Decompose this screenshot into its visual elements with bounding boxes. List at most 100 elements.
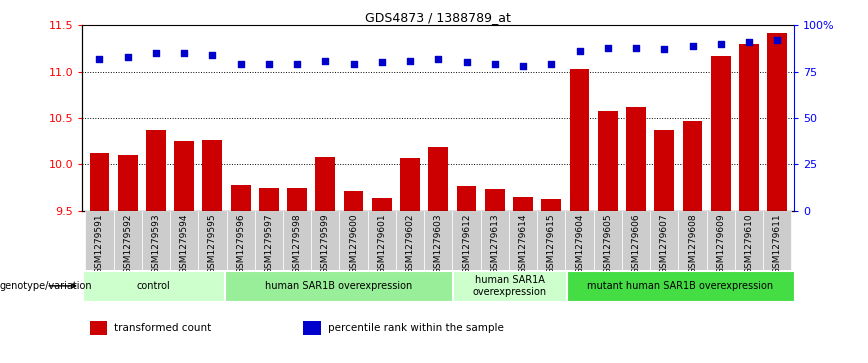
Point [516,63,530,69]
Point [149,50,163,56]
Point [346,61,360,67]
Point [573,48,587,54]
Text: GSM1279607: GSM1279607 [660,213,669,274]
Bar [400,158,420,211]
Bar [453,271,566,301]
Point [290,61,304,67]
Text: GSM1279606: GSM1279606 [632,213,641,274]
Bar [202,140,222,211]
Point [375,60,389,65]
Bar [537,211,565,270]
Point [319,58,332,64]
Bar [457,187,477,211]
Bar [509,211,537,270]
Bar [83,271,224,301]
Text: GSM1279609: GSM1279609 [716,213,726,274]
Bar [481,211,509,270]
Text: GSM1279593: GSM1279593 [151,213,161,274]
Bar [485,189,504,211]
Bar [89,321,108,335]
Bar [344,191,364,211]
Text: GSM1279611: GSM1279611 [773,213,782,274]
Text: transformed count: transformed count [115,323,212,333]
Text: GSM1279605: GSM1279605 [603,213,612,274]
Bar [452,211,481,270]
Text: control: control [137,281,170,291]
Bar [146,130,166,211]
Text: GSM1279613: GSM1279613 [490,213,499,274]
Bar [767,33,787,211]
Bar [339,211,368,270]
Text: GSM1279615: GSM1279615 [547,213,556,274]
Bar [287,188,307,211]
Point [262,61,276,67]
Title: GDS4873 / 1388789_at: GDS4873 / 1388789_at [365,11,511,24]
Text: GSM1279592: GSM1279592 [123,213,132,274]
Point [93,56,107,62]
Text: genotype/variation: genotype/variation [0,281,93,291]
Text: GSM1279598: GSM1279598 [293,213,301,274]
Point [601,45,615,50]
Text: GSM1279600: GSM1279600 [349,213,358,274]
Point [460,60,474,65]
Text: human SAR1A
overexpression: human SAR1A overexpression [472,275,547,297]
Point [544,61,558,67]
Point [431,56,445,62]
Bar [368,211,396,270]
Text: percentile rank within the sample: percentile rank within the sample [328,323,504,333]
Bar [569,69,589,211]
Text: GSM1279595: GSM1279595 [207,213,217,274]
Bar [283,211,312,270]
Point [713,41,727,47]
Text: GSM1279608: GSM1279608 [688,213,697,274]
Point [770,37,784,43]
Bar [312,211,339,270]
Text: mutant human SAR1B overexpression: mutant human SAR1B overexpression [588,281,773,291]
Bar [226,271,452,301]
Bar [711,56,731,211]
Text: GSM1279599: GSM1279599 [321,213,330,274]
Bar [118,155,137,211]
Bar [198,211,227,270]
Bar [396,211,424,270]
Bar [259,188,279,211]
Bar [141,211,170,270]
Point [233,61,247,67]
Point [177,50,191,56]
Point [742,39,756,45]
Bar [679,211,707,270]
Text: GSM1279602: GSM1279602 [405,213,415,274]
Bar [303,321,321,335]
Text: GSM1279594: GSM1279594 [180,213,188,274]
Text: GSM1279596: GSM1279596 [236,213,245,274]
Bar [542,199,562,211]
Bar [513,197,533,211]
Bar [594,211,622,270]
Bar [85,211,114,270]
Bar [170,211,198,270]
Bar [254,211,283,270]
Bar [372,197,391,211]
Text: GSM1279612: GSM1279612 [462,213,471,274]
Bar [763,211,792,270]
Bar [174,141,194,211]
Bar [598,111,618,211]
Point [686,43,700,49]
Text: GSM1279601: GSM1279601 [378,213,386,274]
Text: GSM1279591: GSM1279591 [95,213,104,274]
Bar [626,107,646,211]
Bar [735,211,763,270]
Bar [567,271,793,301]
Bar [740,44,759,211]
Point [121,54,135,60]
Bar [565,211,594,270]
Bar [654,130,674,211]
Bar [315,157,335,211]
Point [403,58,417,64]
Point [488,61,502,67]
Bar [682,121,702,211]
Bar [650,211,679,270]
Text: GSM1279597: GSM1279597 [265,213,273,274]
Point [629,45,643,50]
Bar [227,211,254,270]
